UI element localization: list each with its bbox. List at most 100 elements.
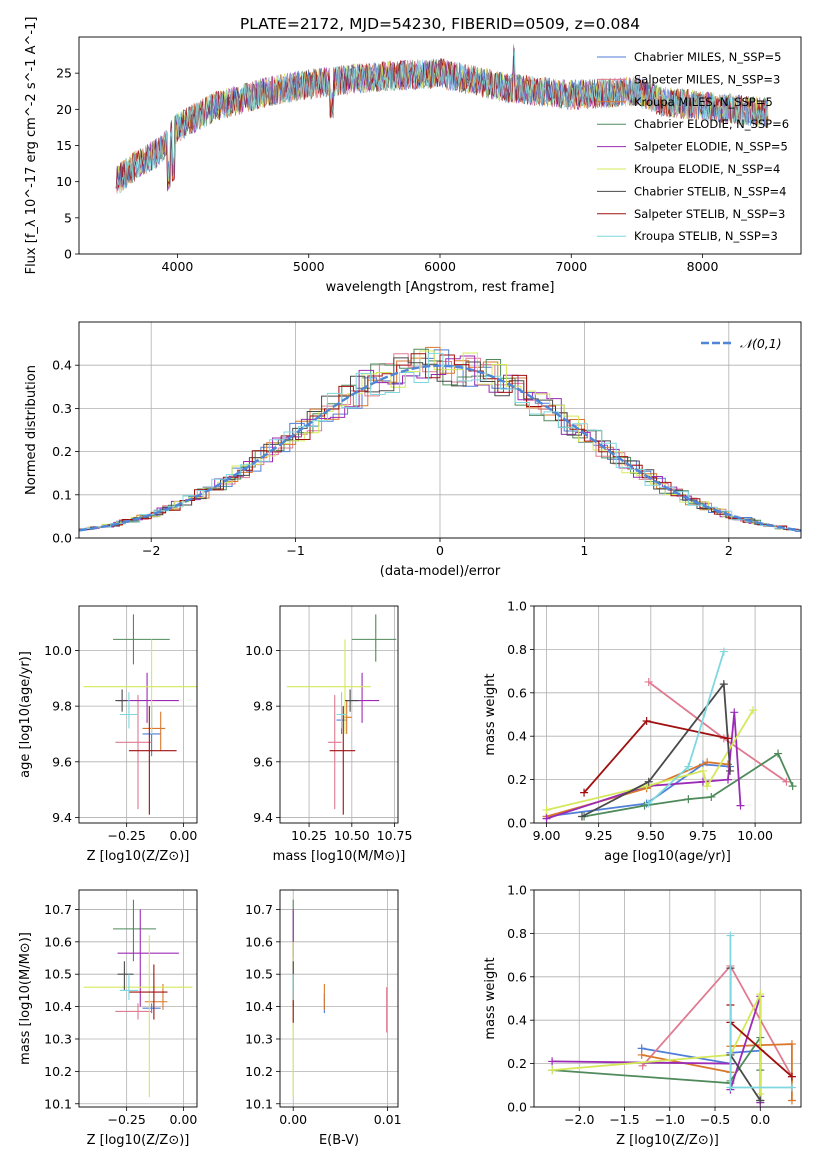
weight-marker-kroupa_elodie [698,766,707,775]
y-tick-label: 10.7 [44,902,72,917]
y-tick-label: 0.6 [507,969,527,984]
x-tick-label: 4000 [162,259,194,274]
weight-marker-chabrier_elodie [774,749,783,758]
normal-curve [79,364,801,532]
weight-marker-chabrier_elodie [684,795,693,804]
weight-marker-kroupa_elodie [542,805,551,814]
x-tick-label: 10.25 [291,828,327,843]
y-tick-label: 0.0 [507,1100,527,1115]
legend: Chabrier MILES, N_SSP=5 Salpeter MILES, N… [597,50,789,243]
y-tick-label: 9.4 [253,810,273,825]
axes-frame [279,889,399,1108]
x-tick-label: −1 [286,543,304,558]
legend-entry: Salpeter STELIB, N_SSP=3 [634,207,785,221]
panel-spectrum: 4000 5000 6000 7000 8000 0 5 10 15 20 25 wavelength… [24,17,802,295]
x-tick-label: 0.00 [169,1112,197,1127]
y-tick-label: 9.8 [52,699,72,714]
y-tick-label: 10.5 [245,967,273,982]
axes-frame [533,605,802,824]
y-axis-label: age [log10(age/yr)] [18,651,33,778]
y-tick-label: 10.5 [44,967,72,982]
x-tick-label: 9.25 [585,828,613,843]
y-tick-label: 0.3 [52,401,72,416]
weight-marker-kroupa_elodie [749,706,758,715]
x-tick-label: −0.25 [107,828,145,843]
weight-marker-salpeter_miles [644,677,653,686]
x-tick-label: 0 [436,543,444,558]
y-tick-label: 10.1 [245,1096,273,1111]
legend-entry: Kroupa STELIB, N_SSP=3 [634,229,778,243]
axes-frame [533,889,802,1108]
panel-age_vs_Z: −0.25 0.00 9.4 9.6 9.8 10.0 Z [log10(Z/Z⊙)] age… [18,605,198,864]
x-axis-label: Z [log10(Z/Z⊙)] [616,1133,719,1148]
y-tick-label: 10.3 [245,1031,273,1046]
x-tick-label: 7000 [555,259,587,274]
y-tick-label: 20 [56,102,72,117]
y-tick-label: 5 [64,210,72,225]
weight-marker-kroupa_miles [637,1050,646,1059]
panel-mass_weight_vs_Z: −2.0 −1.5 −1.0 −0.5 0.0 0.0 0.2 0.4 0.6 0.8 1.0 Z [… [483,883,802,1148]
weight-marker-salpeter_stelib [787,1072,796,1081]
x-tick-label: 2 [725,543,733,558]
y-tick-label: 10.0 [44,643,72,658]
y-tick-label: 0.1 [52,487,72,502]
plot-area [83,899,193,1098]
y-axis-label: mass weight [483,673,498,755]
y-tick-label: 10.2 [44,1064,72,1079]
legend-entry: Kroupa ELODIE, N_SSP=4 [634,162,780,176]
legend-entry: Chabrier MILES, N_SSP=5 [634,50,781,64]
y-tick-label: 0.2 [507,1056,527,1071]
weight-marker-kroupa_elodie [703,782,712,791]
x-tick-label: −0.5 [700,1112,730,1127]
weight-marker-salpeter_elodie [723,775,732,784]
weight-marker-kroupa_stelib [787,1083,796,1092]
legend-entry: Chabrier ELODIE, N_SSP=6 [634,117,789,131]
x-tick-label: −2 [142,543,160,558]
x-tick-label: 0.0 [750,1112,770,1127]
weight-marker-kroupa_elodie [548,1066,557,1075]
weight-marker-kroupa_miles [787,1040,796,1049]
y-tick-label: 10.3 [44,1031,72,1046]
y-tick-label: 10.7 [245,902,273,917]
histogram-kroupa_elodie [79,350,801,531]
plot-area [542,647,797,823]
y-tick-label: 10.0 [245,643,273,658]
plot-area [286,614,397,815]
y-tick-label: 10 [56,174,72,189]
y-tick-label: 10.2 [245,1064,273,1079]
y-axis-label: mass [log10(M/M⊙)] [18,932,33,1065]
y-tick-label: 0 [64,247,72,262]
y-tick-label: 10.1 [44,1096,72,1111]
weight-marker-kroupa_elodie [756,990,765,999]
weight-marker-salpeter_elodie [542,814,551,823]
legend-entry: Kroupa MILES, N_SSP=5 [634,95,773,109]
y-tick-label: 15 [56,138,72,153]
weight-marker-kroupa_miles [703,758,712,767]
x-tick-label: −1.0 [655,1112,685,1127]
y-tick-label: 0.8 [507,926,527,941]
x-tick-label: 5000 [293,259,325,274]
weight-marker-salpeter_elodie [730,708,739,717]
weight-marker-kroupa_miles [723,760,732,769]
y-tick-label: 10.4 [245,999,273,1014]
weight-marker-chabrier_stelib [726,766,735,775]
weight-marker-chabrier_stelib [756,1096,765,1105]
y-tick-label: 0.4 [507,1013,527,1028]
axes-frame [279,605,399,824]
x-tick-label: 0.01 [374,1112,402,1127]
y-tick-label: 1.0 [507,883,527,898]
weight-marker-salpeter_elodie [736,801,745,810]
y-tick-label: 10.6 [44,934,72,949]
weight-marker-kroupa_stelib [726,931,735,940]
y-tick-label: 9.6 [253,754,273,769]
weight-marker-chabrier_stelib [644,777,653,786]
panel-age_vs_mass: 10.25 10.50 10.75 9.4 9.6 9.8 10.0 mass [log10(… [245,605,412,864]
y-tick-label: 10.4 [44,999,72,1014]
weight-marker-kroupa_stelib [726,1083,735,1092]
x-tick-label: 6000 [424,259,456,274]
plot-area [115,44,769,194]
x-tick-label: −0.25 [107,1112,145,1127]
x-tick-label: 8000 [687,259,719,274]
weight-marker-chabrier_elodie [640,801,649,810]
